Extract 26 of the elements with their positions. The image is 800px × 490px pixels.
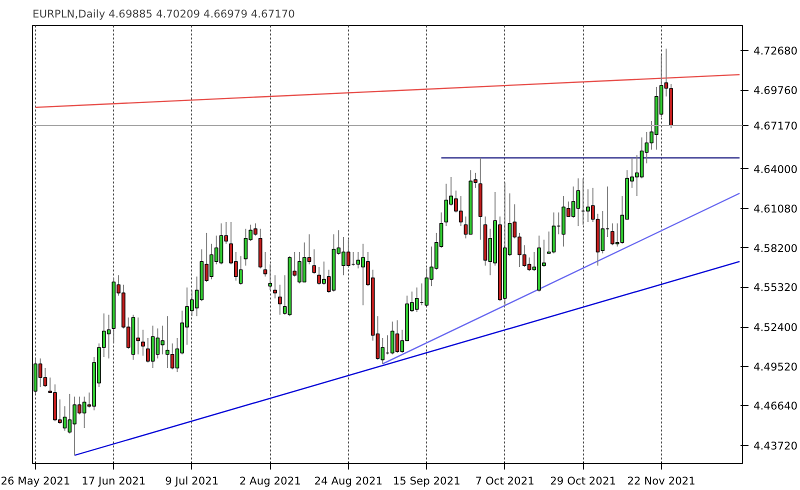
y-tick-label: 4.72680 <box>754 44 798 58</box>
x-tick-label: 9 Jul 2021 <box>165 474 219 488</box>
candlestick <box>312 248 316 274</box>
y-tick-label: 4.46640 <box>754 400 798 413</box>
x-tick-label: 24 Aug 2021 <box>314 474 383 488</box>
y-tick-label: 4.43720 <box>754 439 798 452</box>
y-tick-label: 4.49520 <box>754 360 798 374</box>
candlestick <box>278 284 282 316</box>
y-tick-label: 4.58200 <box>754 242 798 255</box>
candlestick <box>141 329 145 356</box>
y-tick-label: 4.69760 <box>754 84 798 98</box>
candlestick <box>273 274 277 299</box>
x-tick-label: 2 Aug 2021 <box>239 474 301 488</box>
y-tick-label: 4.55320 <box>754 281 798 294</box>
x-tick-label: 26 May 2021 <box>0 474 70 488</box>
y-tick-label: 4.64000 <box>754 162 798 176</box>
x-tick-label: 29 Oct 2021 <box>550 474 616 488</box>
y-tick-label: 4.52400 <box>754 321 798 334</box>
x-tick-label: 7 Oct 2021 <box>475 474 534 488</box>
x-tick-label: 22 Nov 2021 <box>627 474 696 488</box>
y-tick-label: 4.61080 <box>754 202 798 216</box>
ref-line-label: 4.67170 <box>754 120 798 133</box>
candlestick <box>268 264 272 291</box>
x-tick-label: 15 Sep 2021 <box>392 474 460 488</box>
chart-title: EURPLN,Daily 4.69885 4.70209 4.66979 4.67170 <box>32 8 296 20</box>
x-tick-label: 17 Jun 2021 <box>82 474 146 488</box>
